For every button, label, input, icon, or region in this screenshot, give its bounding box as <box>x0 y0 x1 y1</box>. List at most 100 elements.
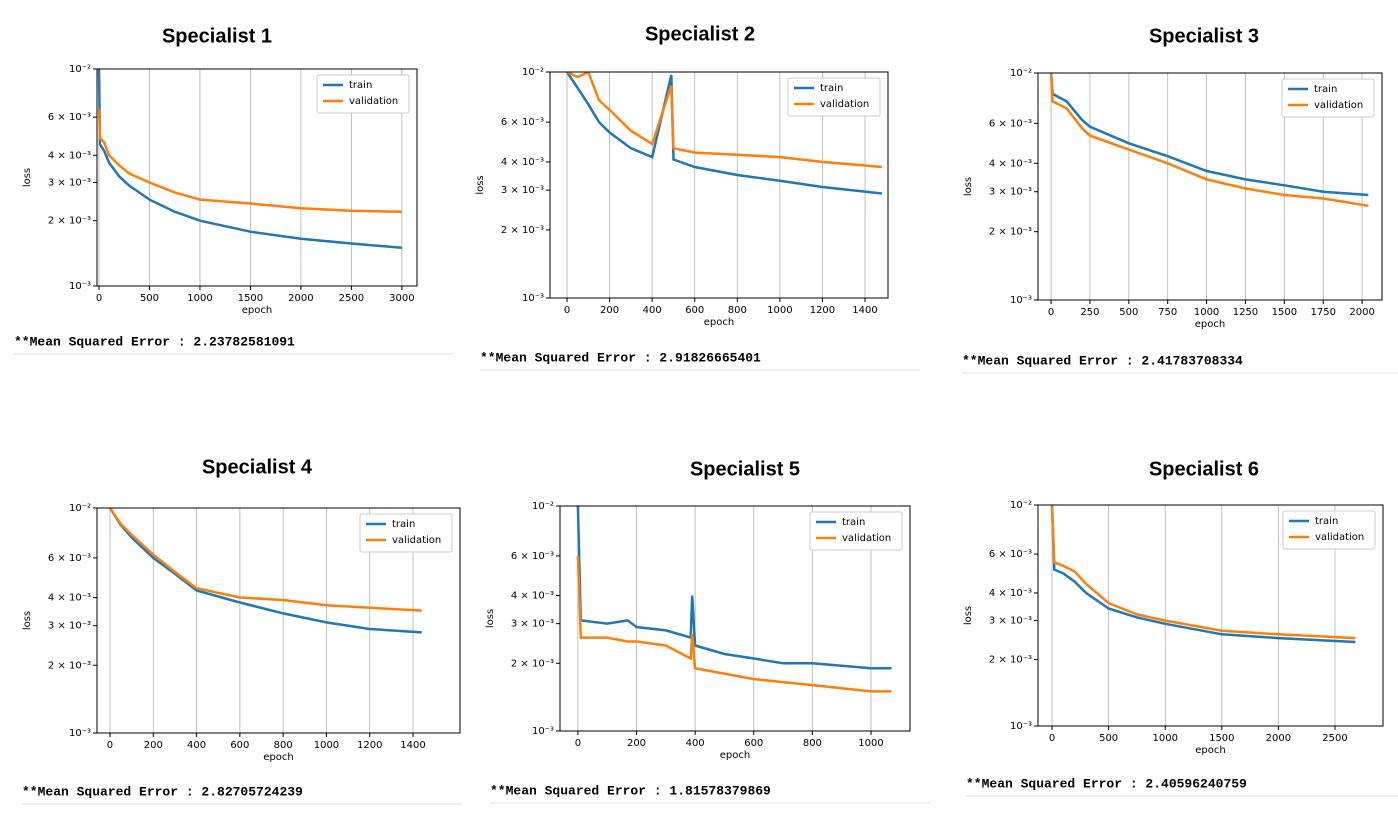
x-tick-label: 1500 <box>1209 733 1234 744</box>
x-tick-label: 1000 <box>187 293 212 304</box>
series-line <box>108 508 422 634</box>
x-tick-label: 400 <box>686 738 705 749</box>
x-tick-label: 1250 <box>1233 307 1258 318</box>
series-line <box>97 69 403 250</box>
x-axis-label: epoch <box>720 750 750 761</box>
y-axis-label: loss <box>22 611 33 630</box>
x-tick-label: 200 <box>627 738 646 749</box>
x-tick-label: 0 <box>96 293 102 304</box>
x-tick-label: 1000 <box>858 738 883 749</box>
series-line <box>108 508 422 612</box>
chart-title: Specialist 1 <box>162 25 272 47</box>
plot-frame <box>559 505 911 732</box>
y-tick-label: 2 × 10⁻³ <box>511 658 554 669</box>
legend-label: validation <box>842 533 891 544</box>
y-tick-label: 6 × 10⁻³ <box>48 553 91 564</box>
x-tick-label: 250 <box>1080 307 1099 318</box>
y-tick-label: 10⁻³ <box>1010 721 1032 732</box>
y-tick-label: 10⁻³ <box>69 728 91 739</box>
x-tick-label: 3000 <box>389 293 414 304</box>
annotation: **Mean Squared Error : 2.82705724239 <box>22 784 303 799</box>
y-tick-label: 4 × 10⁻³ <box>48 593 91 604</box>
legend-label: validation <box>349 96 398 107</box>
x-tick-label: 400 <box>643 305 662 316</box>
y-tick-label: 3 × 10⁻³ <box>989 187 1032 198</box>
y-tick-label: 10⁻³ <box>522 293 544 304</box>
x-tick-label: 2000 <box>1266 733 1291 744</box>
y-tick-label: 10⁻² <box>522 67 544 78</box>
x-tick-label: 1500 <box>1272 307 1297 318</box>
x-tick-label: 0 <box>1049 733 1055 744</box>
series-line <box>97 109 402 213</box>
x-tick-label: 500 <box>1119 307 1138 318</box>
y-tick-label: 10⁻² <box>69 64 91 75</box>
x-tick-label: 0 <box>575 738 581 749</box>
series-line <box>566 72 883 169</box>
y-tick-label: 10⁻² <box>69 503 91 514</box>
subplot: Specialist 6 0 500 1000 1500 2000 2500 10⁻² 6 × … <box>963 458 1398 797</box>
x-axis-label: epoch <box>263 752 293 763</box>
legend-label: validation <box>820 99 869 110</box>
legend-label: train <box>1314 84 1337 95</box>
y-axis-label: loss <box>475 175 486 194</box>
y-axis-label: loss <box>485 609 496 628</box>
x-tick-label: 0 <box>107 740 113 751</box>
x-tick-label: 200 <box>600 305 619 316</box>
legend-label: validation <box>1314 100 1363 111</box>
series-line <box>1050 505 1356 640</box>
y-tick-label: 3 × 10⁻³ <box>511 619 554 630</box>
annotation: **Mean Squared Error : 2.91826665401 <box>480 350 761 365</box>
x-tick-label: 2500 <box>339 293 364 304</box>
plot-frame <box>96 507 461 734</box>
annotation: **Mean Squared Error : 1.81578379869 <box>490 783 771 798</box>
x-tick-label: 2000 <box>1349 307 1374 318</box>
subplot: Specialist 4 0 200 400 600 800 1000 1200 1400 10⁻… <box>22 456 462 805</box>
x-tick-label: 750 <box>1158 307 1177 318</box>
y-tick-label: 3 × 10⁻³ <box>989 616 1032 627</box>
y-tick-label: 6 × 10⁻³ <box>511 551 554 562</box>
legend-label: train <box>349 80 372 91</box>
plot-frame <box>1037 504 1384 727</box>
y-axis-label: loss <box>963 606 974 625</box>
subplot: Specialist 3 0 250 500 750 1000 1250 1500 1750 20… <box>962 25 1398 374</box>
legend-label: train <box>1315 516 1338 527</box>
y-tick-label: 3 × 10⁻³ <box>48 177 91 188</box>
annotation: **Mean Squared Error : 2.41783708334 <box>962 353 1243 368</box>
x-tick-label: 2500 <box>1322 733 1347 744</box>
subplot: Specialist 5 0 200 400 600 800 1000 10⁻² 6 × 10⁻… <box>485 458 930 804</box>
x-tick-label: 1400 <box>852 305 877 316</box>
legend-label: validation <box>392 535 441 546</box>
y-tick-label: 3 × 10⁻³ <box>501 185 544 196</box>
x-tick-label: 1000 <box>1152 733 1177 744</box>
y-tick-label: 6 × 10⁻³ <box>989 118 1032 129</box>
y-tick-label: 2 × 10⁻³ <box>48 216 91 227</box>
y-tick-label: 4 × 10⁻³ <box>501 157 544 168</box>
x-tick-label: 600 <box>744 738 763 749</box>
x-tick-label: 600 <box>230 740 249 751</box>
x-tick-label: 1200 <box>357 740 382 751</box>
x-axis-label: epoch <box>1195 745 1225 756</box>
y-tick-label: 2 × 10⁻³ <box>501 225 544 236</box>
x-tick-label: 800 <box>274 740 293 751</box>
chart-title: Specialist 5 <box>690 458 800 480</box>
y-tick-label: 6 × 10⁻³ <box>989 549 1032 560</box>
y-tick-label: 4 × 10⁻³ <box>511 591 554 602</box>
plot-frame <box>549 71 889 299</box>
chart-title: Specialist 6 <box>1149 458 1259 480</box>
subplot: Specialist 1 0 500 1000 1500 2000 2500 3000 10⁻²… <box>14 25 454 355</box>
plot-frame <box>1037 72 1383 301</box>
x-tick-label: 500 <box>1099 733 1118 744</box>
x-tick-label: 800 <box>728 305 747 316</box>
annotation: **Mean Squared Error : 2.40596240759 <box>966 776 1247 791</box>
x-tick-label: 0 <box>564 305 570 316</box>
x-tick-label: 500 <box>140 293 159 304</box>
y-tick-label: 2 × 10⁻³ <box>48 660 91 671</box>
y-tick-label: 4 × 10⁻³ <box>48 150 91 161</box>
y-tick-label: 6 × 10⁻³ <box>48 112 91 123</box>
y-tick-label: 10⁻³ <box>532 726 554 737</box>
y-tick-label: 10⁻³ <box>69 281 91 292</box>
y-tick-label: 2 × 10⁻³ <box>989 227 1032 238</box>
x-tick-label: 0 <box>1048 307 1054 318</box>
x-axis-label: epoch <box>704 317 734 328</box>
